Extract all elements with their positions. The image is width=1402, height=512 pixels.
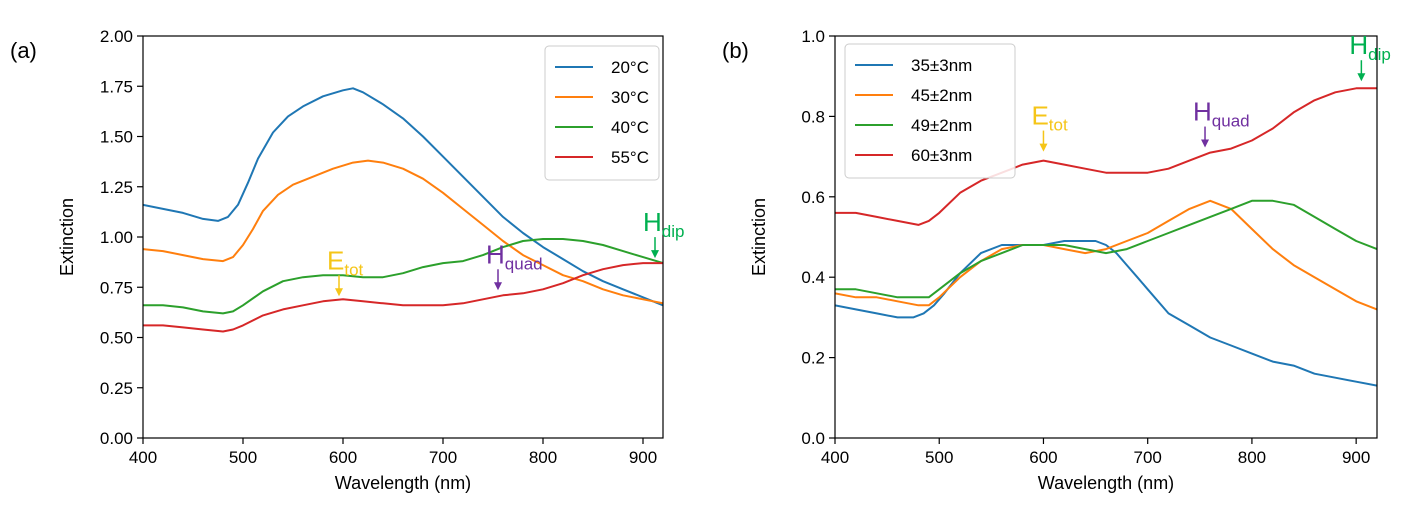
x-tick-label: 400 <box>129 448 157 467</box>
legend-label: 30°C <box>611 88 649 107</box>
panel-label: (b) <box>722 38 749 63</box>
x-tick-label: 800 <box>529 448 557 467</box>
x-axis-title: Wavelength (nm) <box>1038 473 1174 493</box>
annotation-sub: dip <box>1368 45 1391 64</box>
panel-label: (a) <box>10 38 37 63</box>
annotation-label: Hquad <box>1193 97 1250 131</box>
y-tick-label: 1.0 <box>801 27 825 46</box>
series-group <box>835 87 1377 387</box>
y-tick-label: 0.25 <box>100 379 133 398</box>
series-line-3 <box>835 87 1377 226</box>
y-tick-label: 0.00 <box>100 429 133 448</box>
x-tick-label: 500 <box>229 448 257 467</box>
y-tick-label: 0.6 <box>801 188 825 207</box>
x-tick-label: 700 <box>429 448 457 467</box>
annotation-sub: quad <box>505 254 543 273</box>
series-line-0 <box>143 87 663 307</box>
x-tick-label: 500 <box>925 448 953 467</box>
legend-label: 20°C <box>611 58 649 77</box>
annotation-main: E <box>327 245 344 275</box>
annotation-arrowhead <box>1039 143 1048 152</box>
annotation-2: Hdip <box>643 207 684 259</box>
chart-panel-1: 400 500 600 700 800 900 0.0 0.2 0.4 0.6 0.8 1.0 Wave… <box>722 27 1391 493</box>
annotation-0: Etot <box>1031 101 1068 152</box>
y-tick-label: 1.00 <box>100 228 133 247</box>
chart-panel-0: 400 500 600 700 800 900 0.00 0.25 0.50 0.75 1.00 1.… <box>10 27 684 493</box>
annotation-sub: tot <box>1049 116 1068 135</box>
series-group <box>143 87 663 333</box>
plot-frame <box>834 35 1378 439</box>
annotation-arrowhead <box>651 250 659 259</box>
y-tick-label: 1.25 <box>100 178 133 197</box>
annotation-sub: quad <box>1212 112 1250 131</box>
series-line-1 <box>143 159 663 305</box>
y-axis-title: Extinction <box>749 198 769 276</box>
annotation-main: E <box>1031 101 1048 131</box>
annotation-label: Hquad <box>486 239 543 273</box>
legend: 20°C 30°C 40°C 55°C <box>544 45 660 181</box>
legend: 35±3nm 45±2nm 49±2nm 60±3nm <box>844 43 1016 179</box>
y-axis-title: Extinction <box>57 198 77 276</box>
y-tick-label: 0.75 <box>100 278 133 297</box>
series-line-0 <box>835 240 1377 387</box>
series-line-1 <box>835 199 1377 311</box>
annotation-0: Etot <box>327 245 364 297</box>
annotation-main: H <box>1349 30 1368 60</box>
legend-label: 40°C <box>611 118 649 137</box>
y-tick-label: 0.0 <box>801 429 825 448</box>
annotation-arrowhead <box>1357 73 1366 82</box>
y-tick-label: 0.4 <box>801 268 825 287</box>
annotation-label: Hdip <box>1349 30 1390 64</box>
x-tick-label: 800 <box>1238 448 1266 467</box>
series-line-2 <box>143 238 663 315</box>
annotation-arrowhead <box>335 288 343 297</box>
y-tick-label: 1.50 <box>100 128 133 147</box>
y-tick-label: 0.50 <box>100 329 133 348</box>
y-tick-label: 2.00 <box>100 27 133 46</box>
y-tick-label: 0.2 <box>801 349 825 368</box>
annotation-label: Etot <box>1031 101 1068 135</box>
y-tick-label: 1.75 <box>100 77 133 96</box>
x-axis-title: Wavelength (nm) <box>335 473 471 493</box>
series-line-3 <box>143 262 663 333</box>
annotation-label: Etot <box>327 245 364 279</box>
x-tick-label: 400 <box>821 448 849 467</box>
annotation-1: Hquad <box>1193 97 1250 148</box>
annotation-main: H <box>1193 97 1212 127</box>
x-tick-label: 900 <box>1342 448 1370 467</box>
legend-box <box>844 43 1016 179</box>
annotation-arrowhead <box>1201 139 1210 148</box>
legend-label: 60±3nm <box>911 146 972 165</box>
annotation-main: H <box>643 207 662 237</box>
legend-label: 55°C <box>611 148 649 167</box>
legend-label: 35±3nm <box>911 56 972 75</box>
annotation-sub: tot <box>344 260 363 279</box>
annotation-arrowhead <box>494 282 502 291</box>
x-tick-label: 700 <box>1134 448 1162 467</box>
x-tick-label: 600 <box>1029 448 1057 467</box>
annotation-2: Hdip <box>1349 30 1391 82</box>
x-tick-label: 900 <box>629 448 657 467</box>
annotation-1: Hquad <box>486 239 543 291</box>
legend-label: 49±2nm <box>911 116 972 135</box>
y-tick-label: 0.8 <box>801 107 825 126</box>
annotation-main: H <box>486 239 505 269</box>
annotation-label: Hdip <box>643 207 684 241</box>
annotation-sub: dip <box>662 222 685 241</box>
legend-label: 45±2nm <box>911 86 972 105</box>
series-line-2 <box>835 199 1377 299</box>
legend-box <box>544 45 660 181</box>
x-tick-label: 600 <box>329 448 357 467</box>
